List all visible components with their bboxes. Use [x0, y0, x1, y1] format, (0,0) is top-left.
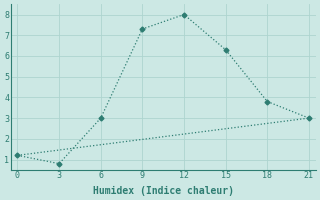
X-axis label: Humidex (Indice chaleur): Humidex (Indice chaleur): [93, 186, 234, 196]
